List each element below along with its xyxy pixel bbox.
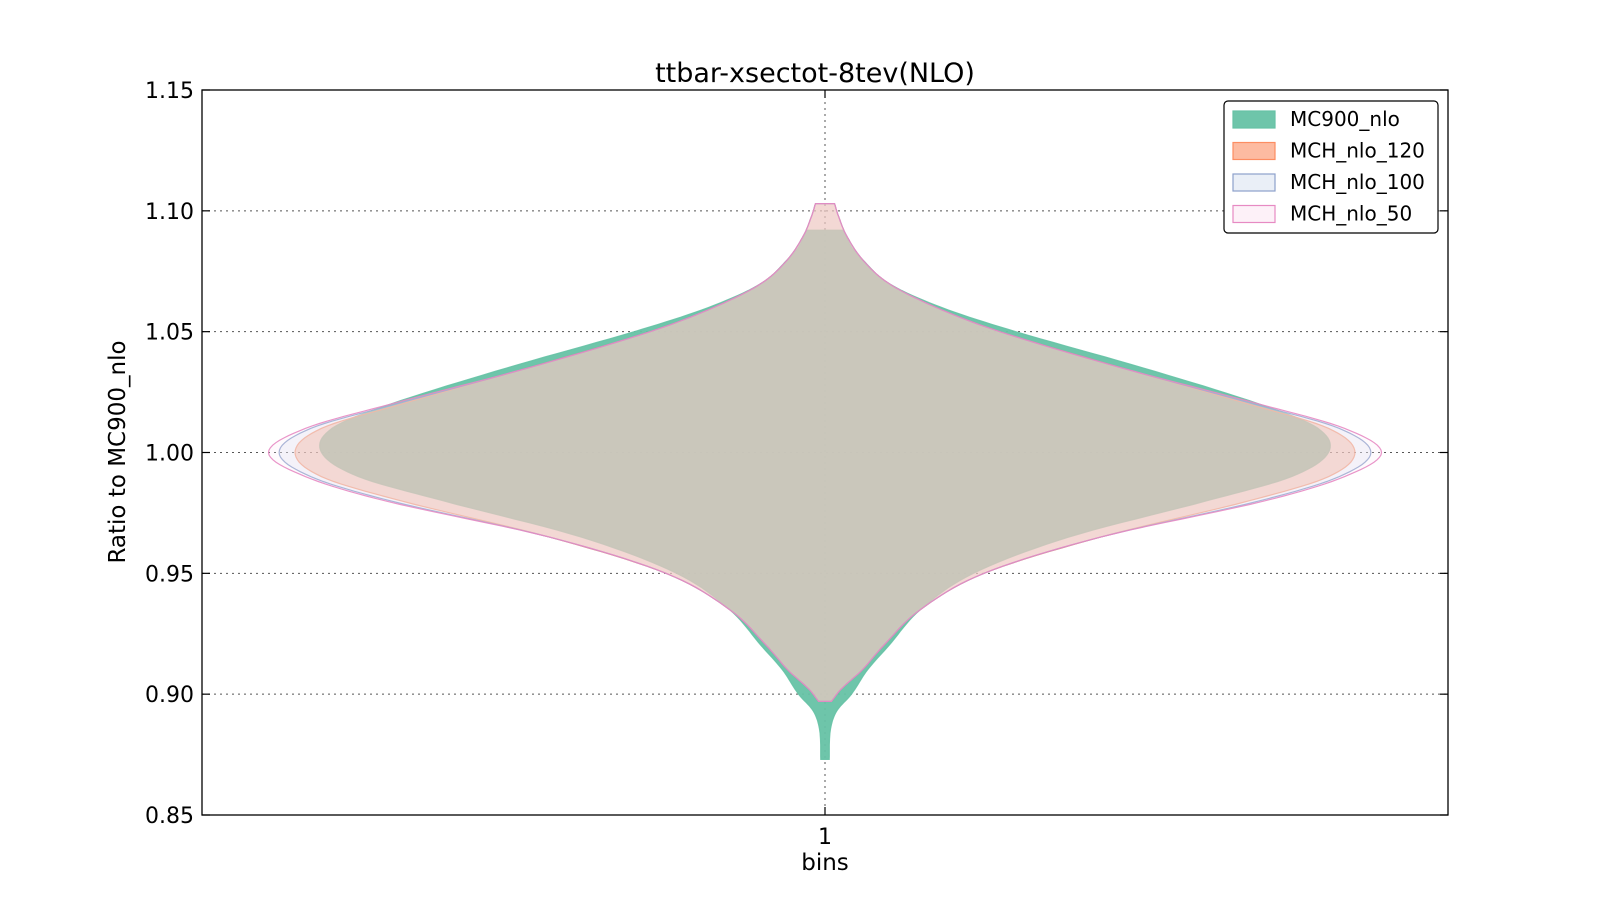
y-tick-label: 1.00: [145, 442, 194, 467]
legend: MC900_nlo MCH_nlo_120 MCH_nlo_100 MCH_nlo_5…: [1223, 100, 1439, 234]
legend-frame: [1223, 100, 1439, 234]
legend-label: MCH_nlo_50: [1290, 202, 1412, 226]
y-tick-label: 0.90: [145, 683, 194, 708]
legend-label: MCH_nlo_120: [1290, 139, 1425, 163]
legend-label: MC900_nlo: [1290, 107, 1400, 131]
y-tick-label: 1.15: [145, 79, 194, 104]
y-axis-label: Ratio to MC900_nlo: [105, 340, 131, 563]
legend-swatch: [1232, 173, 1276, 192]
y-tick-label: 1.10: [145, 200, 194, 225]
chart-title: ttbar-xsectot-8tev(NLO): [655, 58, 975, 89]
x-tick-label: 1: [818, 825, 832, 850]
violin-mch-nlo-50: [267, 203, 1383, 702]
y-tick-label: 0.85: [145, 804, 194, 829]
y-axis: 0.85 0.90 0.95 1.00 1.05 1.10 1.15: [145, 79, 1448, 829]
legend-swatch: [1232, 204, 1276, 224]
violin-series: [267, 203, 1383, 760]
legend-label: MCH_nlo_100: [1290, 170, 1425, 194]
y-tick-label: 1.05: [145, 321, 194, 346]
legend-swatch: [1232, 141, 1276, 161]
x-axis: 1: [818, 90, 832, 850]
legend-swatch: [1232, 110, 1276, 129]
x-axis-label: bins: [801, 850, 849, 876]
y-tick-label: 0.95: [145, 562, 194, 587]
